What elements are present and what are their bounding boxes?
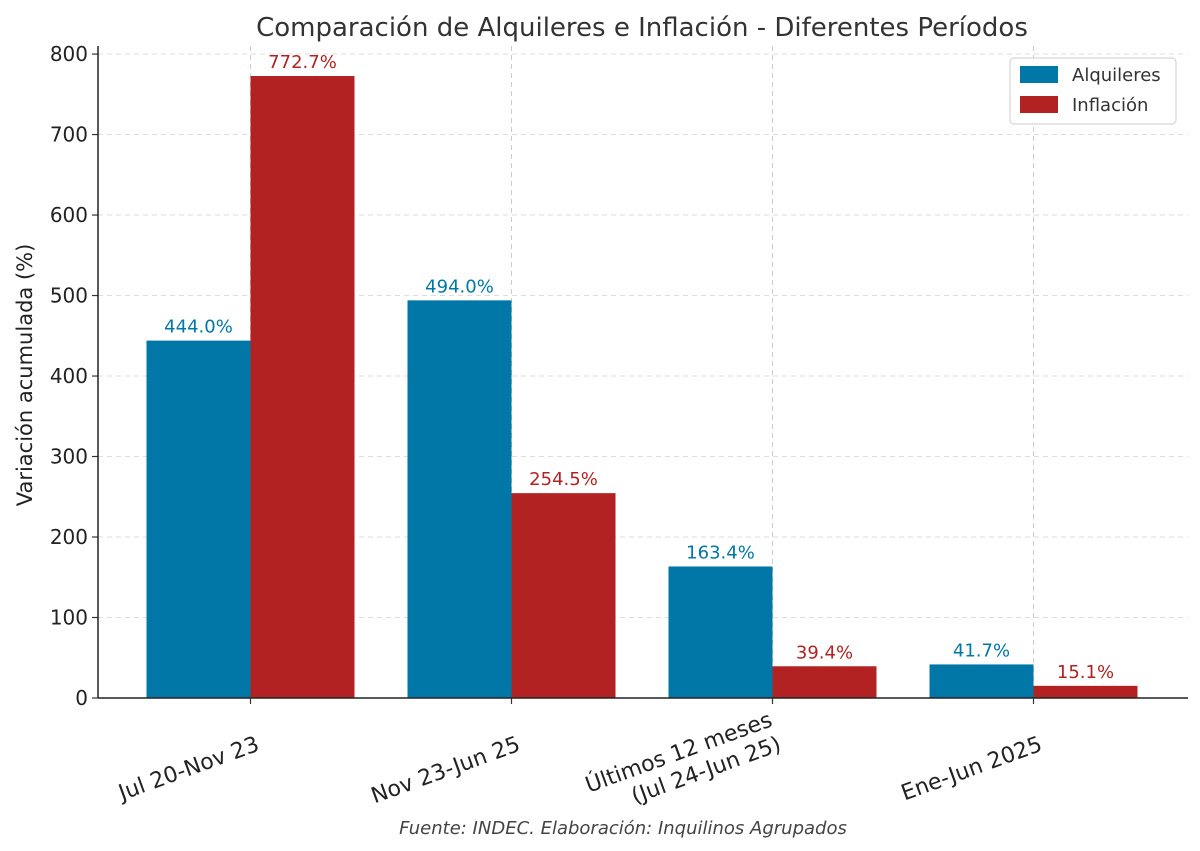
x-tick-label: Últimos 12 meses(Jul 24-Jun 25) [582,707,785,823]
y-tick-label: 200 [50,525,88,549]
bar-alquileres [146,340,251,698]
legend: Alquileres Inflación [1009,57,1177,125]
bar-alquileres [407,300,512,698]
y-tick-label: 300 [50,445,88,469]
source-note: Fuente: INDEC. Elaboración: Inquilinos A… [399,818,847,839]
y-tick-label: 800 [50,42,88,66]
bar-inflaci-n [772,666,877,698]
y-axis-label: Variación acumulada (%) [13,244,37,507]
data-label: 444.0% [164,317,233,338]
bars: 444.0% 494.0% 163.4% 41.7% 772.7% 254.5% 39.4%… [146,52,1138,699]
bar-alquileres [668,566,773,698]
y-tick-label: 700 [50,123,88,147]
legend-label: Inflación [1072,95,1148,116]
data-label: 494.0% [425,276,494,297]
bar-inflaci-n [250,76,355,699]
bar-inflaci-n [511,493,616,698]
legend-label: Alquileres [1072,65,1161,86]
y-tick-label: 500 [50,284,88,308]
x-tick-label: Ene-Jun 2025 [898,732,1046,806]
x-tick-label: Nov 23-Jun 25 [368,732,524,809]
y-tick-label: 100 [50,606,88,630]
legend-swatch [1020,66,1058,83]
chart-title: Comparación de Alquileres e Inflación - … [256,13,1028,43]
data-label: 772.7% [268,52,337,73]
y-tick-label: 600 [50,203,88,227]
data-label: 15.1% [1057,662,1114,683]
legend-swatch [1020,96,1058,113]
x-tick-label: Jul 20-Nov 23 [114,732,263,807]
bar-inflaci-n [1033,685,1138,698]
data-label: 163.4% [686,542,755,563]
data-label: 254.5% [529,469,598,490]
bar-alquileres [929,664,1034,698]
data-label: 41.7% [953,640,1010,661]
y-tick-label: 0 [75,686,88,710]
y-tick-label: 400 [50,364,88,388]
data-label: 39.4% [796,642,853,663]
